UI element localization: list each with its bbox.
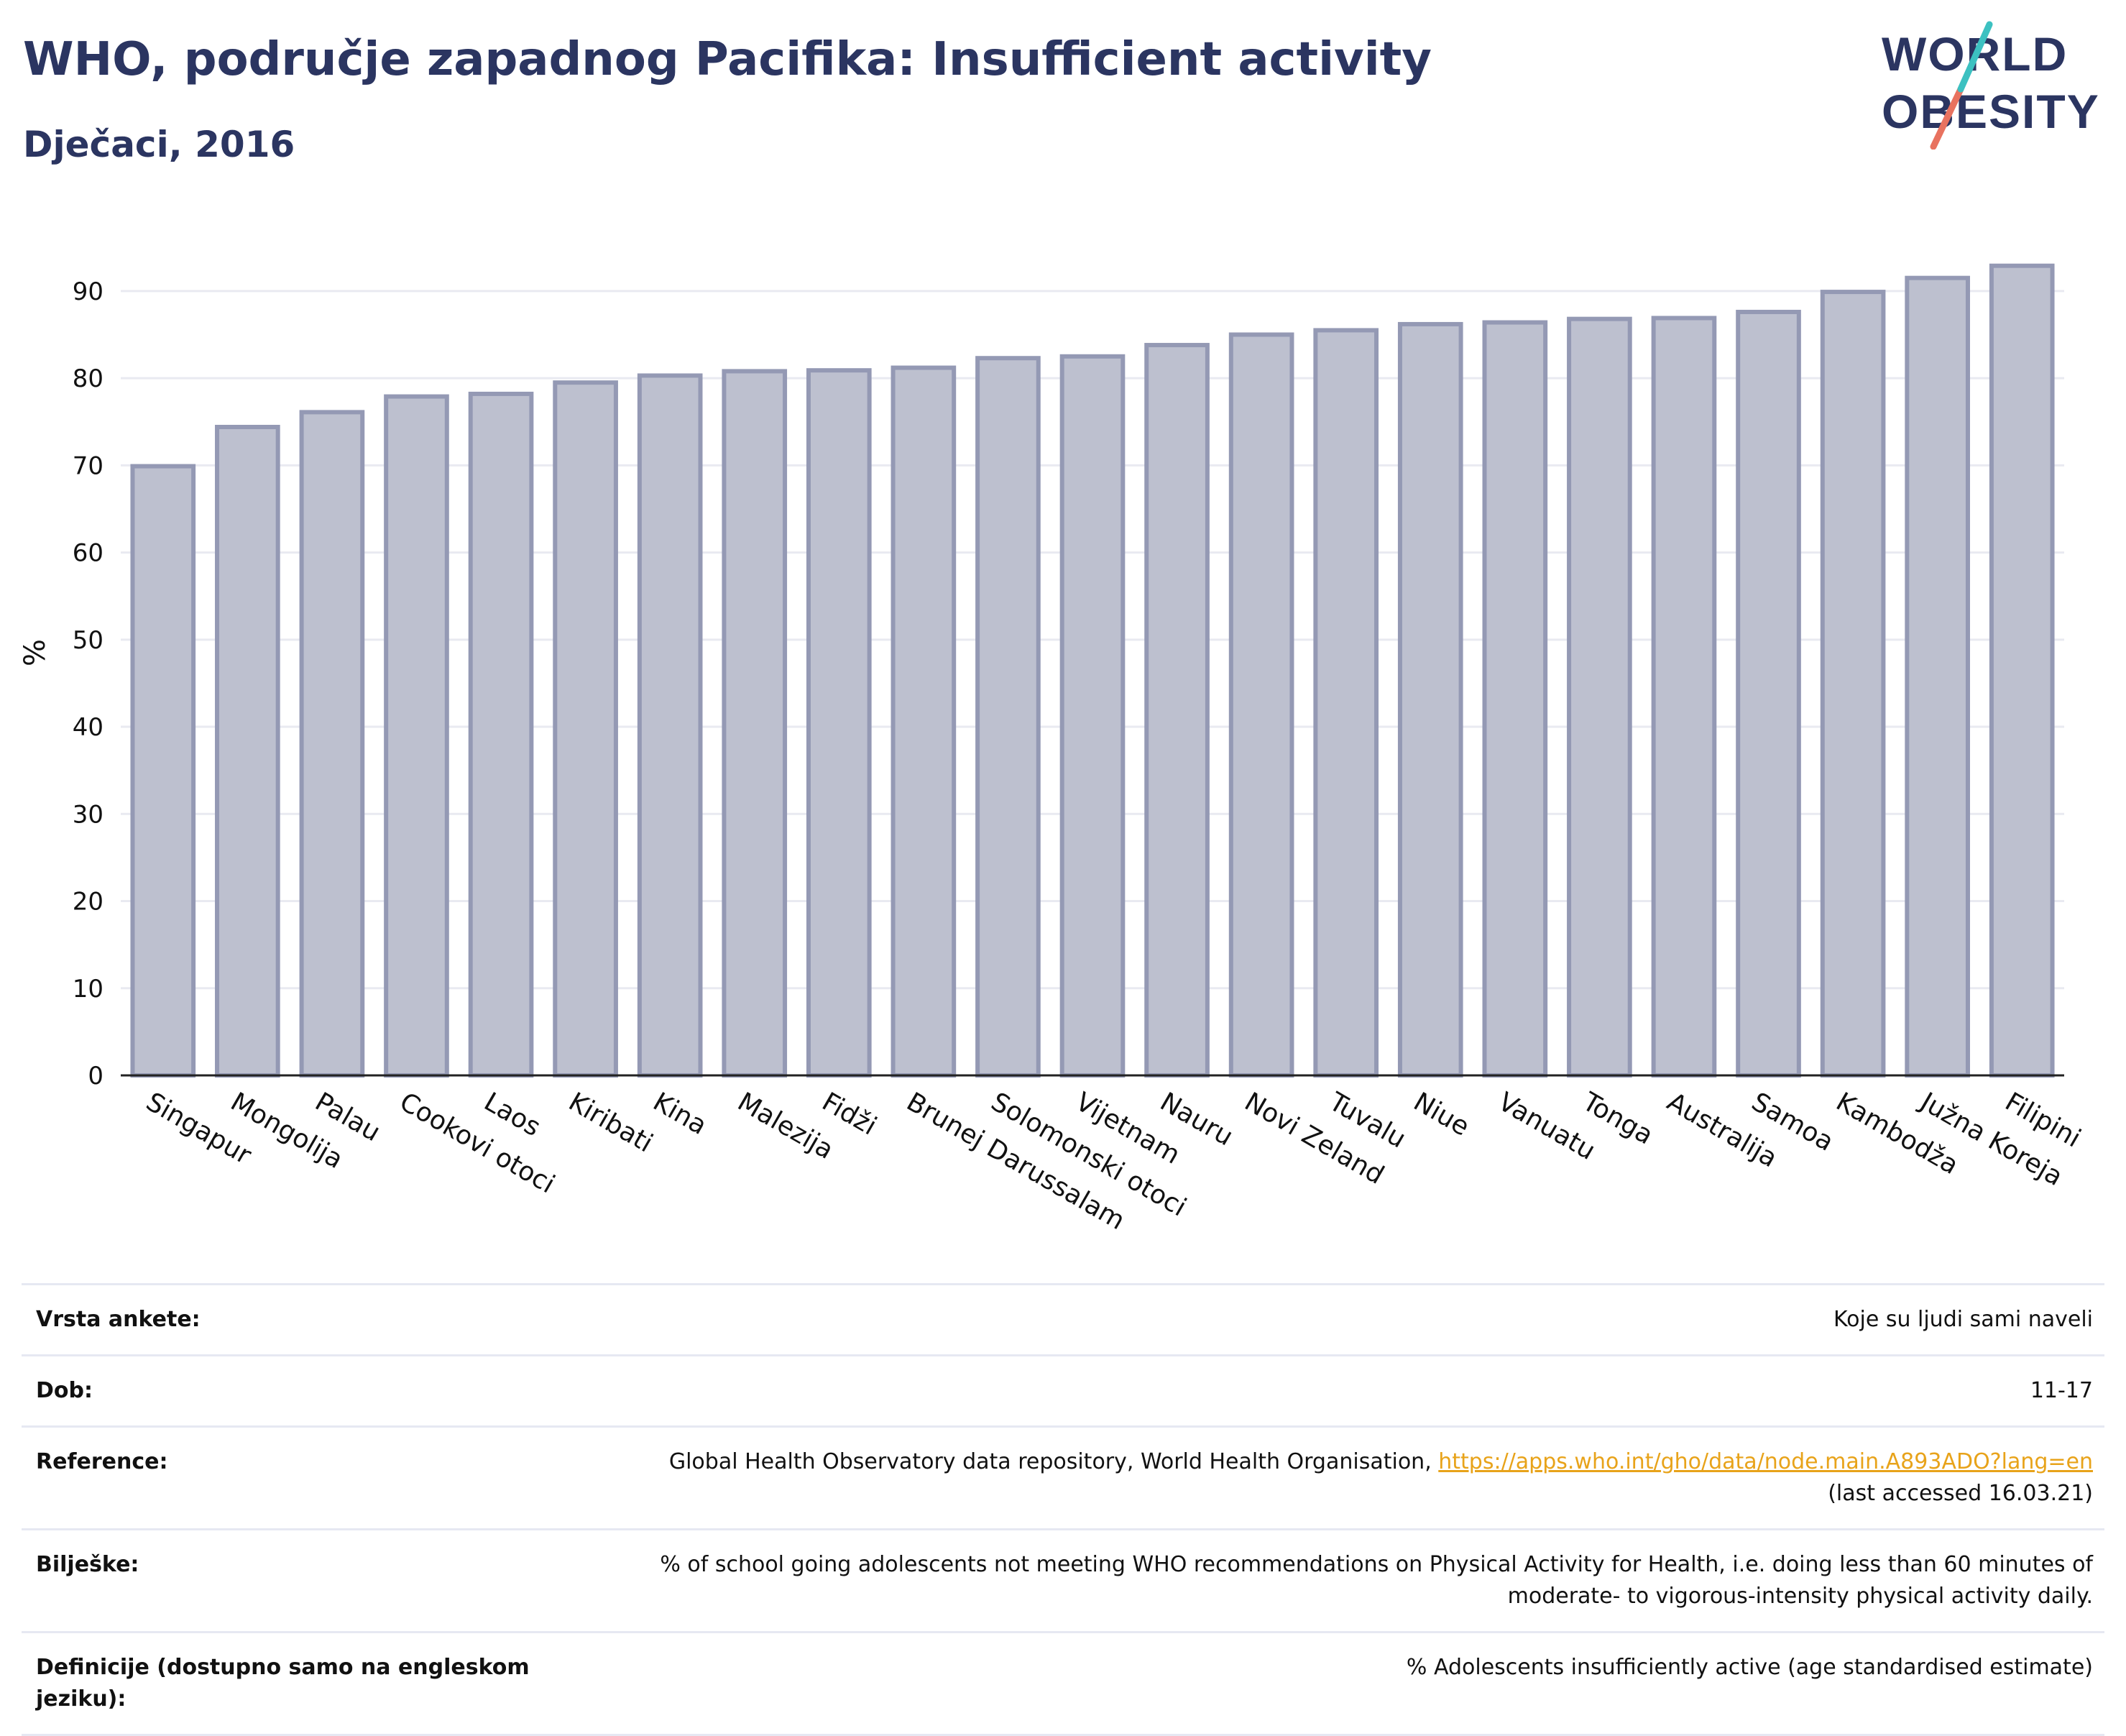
x-tick-label: Niue xyxy=(1409,1087,1474,1142)
bar xyxy=(1397,321,1463,1078)
reference-accessed: (last accessed 16.03.21) xyxy=(1828,1481,2093,1506)
bar xyxy=(891,365,957,1078)
x-tick-label: Vanuatu xyxy=(1493,1087,1600,1166)
bar xyxy=(806,368,872,1078)
bar xyxy=(299,410,365,1078)
notes-label: Bilješke: xyxy=(22,1528,553,1632)
notes-line-1: % of school going adolescents not meetin… xyxy=(660,1552,2093,1577)
y-tick-label: 20 xyxy=(73,888,103,917)
x-tick-label: Kiribati xyxy=(563,1087,658,1158)
definitions-row: Definicije (dostupno samo na engleskom j… xyxy=(22,1631,2104,1736)
age-value: 11-17 xyxy=(553,1354,2104,1427)
bar xyxy=(215,424,280,1078)
metadata-table: Vrsta ankete: Koje su ljudi sami naveli … xyxy=(22,1283,2104,1736)
bar xyxy=(1567,316,1632,1078)
y-tick-label: 30 xyxy=(73,800,103,829)
y-tick-label: 80 xyxy=(73,364,103,393)
reference-row: Reference: Global Health Observatory dat… xyxy=(22,1425,2104,1530)
notes-row: Bilješke: % of school going adolescents … xyxy=(22,1528,2104,1632)
y-tick-label: 60 xyxy=(73,539,103,568)
page-title: WHO, područje zapadnog Pacifika: Insuffi… xyxy=(23,33,1432,86)
bar xyxy=(553,380,618,1078)
notes-value: % of school going adolescents not meetin… xyxy=(553,1528,2104,1632)
reference-link[interactable]: https://apps.who.int/gho/data/node.main.… xyxy=(1438,1449,2093,1474)
bar xyxy=(1736,309,1801,1078)
bar xyxy=(1820,290,1886,1078)
age-row: Dob: 11-17 xyxy=(22,1354,2104,1427)
definitions-label: Definicije (dostupno samo na engleskom j… xyxy=(22,1631,553,1736)
bar xyxy=(1059,354,1126,1078)
y-tick-label: 0 xyxy=(88,1062,103,1090)
reference-label: Reference: xyxy=(22,1425,553,1530)
bar xyxy=(1989,263,2055,1078)
svg-text:OBESITY: OBESITY xyxy=(1882,85,2100,138)
y-tick-label: 70 xyxy=(73,451,103,480)
bar xyxy=(722,369,788,1078)
y-tick-label: 40 xyxy=(73,713,103,742)
age-label: Dob: xyxy=(22,1354,553,1427)
bar xyxy=(1313,328,1379,1078)
y-tick-label: 90 xyxy=(73,277,103,306)
bar xyxy=(637,373,703,1078)
definitions-value: % Adolescents insufficiently active (age… xyxy=(553,1631,2104,1736)
bar-chart: 0102030405060708090%SingapurMongolijaPal… xyxy=(19,263,2086,1236)
y-tick-label: 50 xyxy=(73,626,103,655)
bar xyxy=(1144,343,1210,1078)
survey-type-label: Vrsta ankete: xyxy=(22,1283,553,1356)
y-tick-label: 10 xyxy=(73,975,103,1004)
world-obesity-logo: WORLD OBESITY xyxy=(1882,21,2100,150)
bar xyxy=(975,356,1041,1078)
x-tick-label: Malezija xyxy=(732,1087,838,1165)
bar xyxy=(1228,332,1294,1078)
survey-type-row: Vrsta ankete: Koje su ljudi sami naveli xyxy=(22,1283,2104,1356)
reference-value: Global Health Observatory data repositor… xyxy=(553,1425,2104,1530)
y-axis-title: % xyxy=(19,639,52,666)
survey-type-value: Koje su ljudi sami naveli xyxy=(553,1283,2104,1356)
bar xyxy=(130,464,196,1078)
bar xyxy=(1905,275,1970,1078)
bar xyxy=(384,394,449,1078)
bar xyxy=(1482,320,1548,1078)
bar xyxy=(1651,316,1717,1078)
reference-text: Global Health Observatory data repositor… xyxy=(668,1449,1439,1474)
notes-line-2: moderate- to vigorous-intensity physical… xyxy=(1507,1584,2093,1609)
bar xyxy=(468,391,534,1078)
page-subtitle: Dječaci, 2016 xyxy=(23,124,295,165)
x-tick-label: Cookovi otoci xyxy=(395,1087,560,1199)
